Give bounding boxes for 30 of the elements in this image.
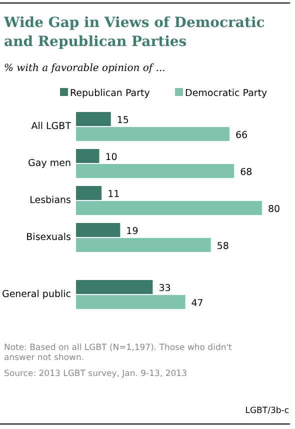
y-tick-label: General public bbox=[2, 289, 71, 300]
bar bbox=[76, 112, 111, 126]
data-label: 66 bbox=[235, 130, 248, 141]
data-label: 58 bbox=[216, 241, 229, 252]
data-label: 11 bbox=[108, 189, 120, 200]
data-label: 10 bbox=[105, 152, 118, 163]
chart-title: Wide Gap in Views of Democratic and Republican Parties bbox=[3, 15, 265, 50]
text: Note: Based on all LGBT (N=1,197). Those who didn't answer not shown. bbox=[4, 343, 233, 363]
bar bbox=[76, 164, 234, 178]
data-label: 47 bbox=[191, 298, 204, 309]
chart-subtitle: % with a favorable opinion of ... bbox=[4, 63, 166, 74]
bar bbox=[76, 223, 120, 237]
data-label: 33 bbox=[158, 283, 171, 294]
bar bbox=[76, 238, 211, 252]
data-label: 80 bbox=[268, 204, 280, 215]
data-label: 68 bbox=[240, 167, 252, 178]
y-tick-label: Lesbians bbox=[30, 195, 72, 206]
bar bbox=[76, 201, 262, 215]
bar bbox=[76, 186, 102, 200]
source-note: Source: 2013 LGBT survey, Jan. 9-13, 2013 bbox=[4, 369, 187, 379]
data-label: 15 bbox=[116, 115, 129, 126]
bar bbox=[76, 149, 100, 163]
legend-label: Democratic Party bbox=[185, 88, 268, 99]
y-tick-label: All LGBT bbox=[31, 121, 72, 132]
y-tick-label: Bisexuals bbox=[26, 232, 72, 243]
data-label: 19 bbox=[126, 226, 138, 237]
legend-label: Republican Party bbox=[70, 88, 150, 99]
y-tick-label: Gay men bbox=[28, 158, 71, 169]
bar bbox=[76, 127, 230, 141]
text: LGBT/3b-c bbox=[245, 406, 290, 416]
